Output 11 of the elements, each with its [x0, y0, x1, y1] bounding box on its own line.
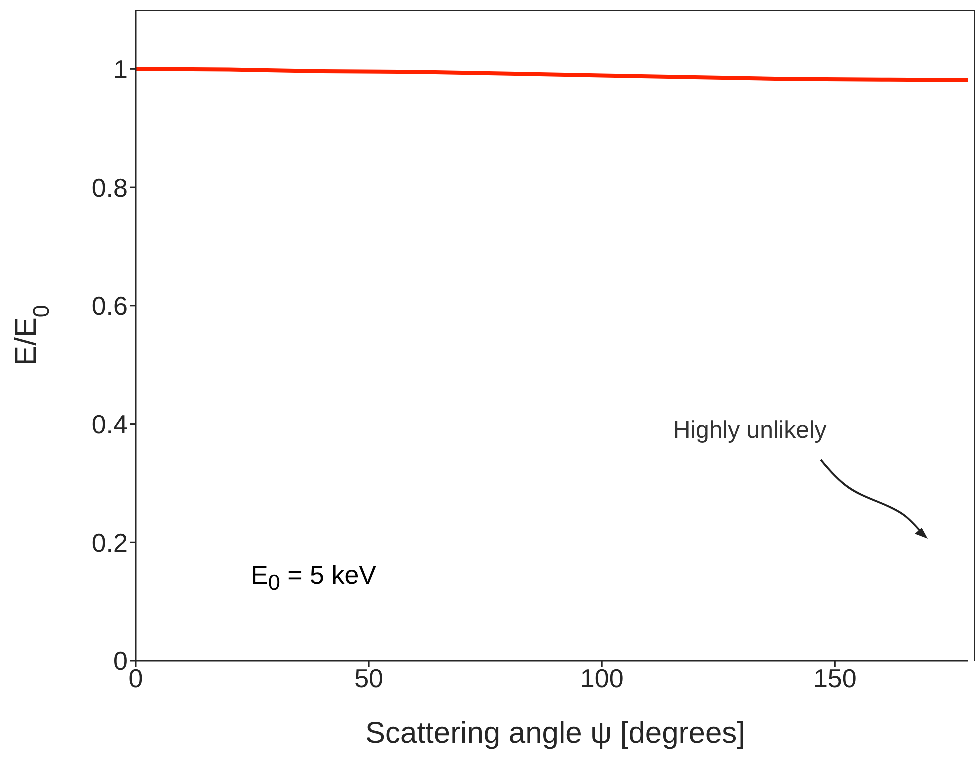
annotation: Highly unlikely — [673, 416, 827, 444]
x-tick-label: 150 — [813, 663, 857, 694]
x-axis-title: Scattering angle ψ [degrees] — [366, 717, 746, 750]
y-tick-label: 1 — [114, 54, 128, 84]
y-tick-label: 0.8 — [92, 172, 128, 203]
x-tick-label: 50 — [354, 663, 384, 694]
y-tick-label: 0.4 — [92, 410, 128, 440]
annotation: E$_{0}$ = 5 keV — [251, 560, 377, 596]
y-tick-label: 0.2 — [92, 528, 128, 558]
x-tick-label: 100 — [580, 663, 624, 694]
y-tick-label: 0.6 — [92, 291, 128, 322]
